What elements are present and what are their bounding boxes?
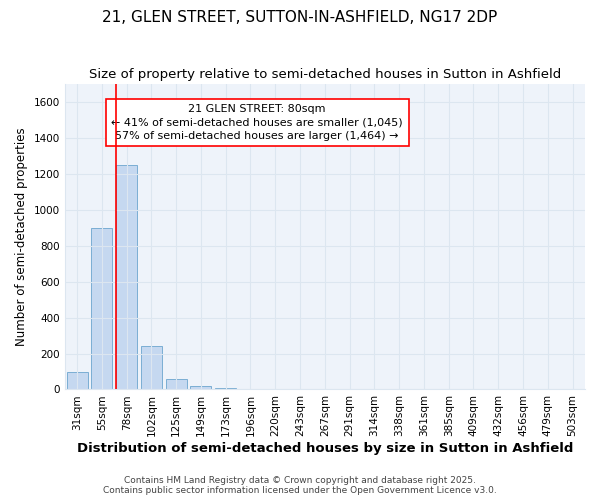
Y-axis label: Number of semi-detached properties: Number of semi-detached properties	[15, 128, 28, 346]
Title: Size of property relative to semi-detached houses in Sutton in Ashfield: Size of property relative to semi-detach…	[89, 68, 561, 80]
X-axis label: Distribution of semi-detached houses by size in Sutton in Ashfield: Distribution of semi-detached houses by …	[77, 442, 573, 455]
Bar	[166, 378, 187, 390]
Bar	[116, 165, 137, 390]
Bar	[215, 388, 236, 390]
Text: 21 GLEN STREET: 80sqm
← 41% of semi-detached houses are smaller (1,045)
57% of s: 21 GLEN STREET: 80sqm ← 41% of semi-deta…	[112, 104, 403, 141]
Bar	[190, 386, 211, 390]
Text: Contains HM Land Registry data © Crown copyright and database right 2025.
Contai: Contains HM Land Registry data © Crown c…	[103, 476, 497, 495]
Bar	[67, 372, 88, 390]
Text: 21, GLEN STREET, SUTTON-IN-ASHFIELD, NG17 2DP: 21, GLEN STREET, SUTTON-IN-ASHFIELD, NG1…	[103, 10, 497, 25]
Bar	[141, 346, 162, 390]
Bar	[91, 228, 112, 390]
